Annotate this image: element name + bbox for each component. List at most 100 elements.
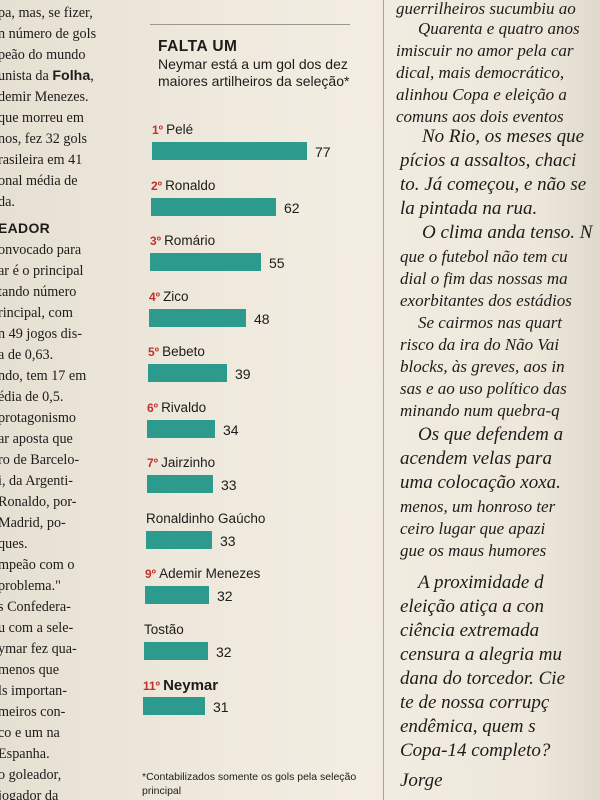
left-text-line: peão do mundo bbox=[0, 47, 86, 63]
goals-bar bbox=[143, 697, 205, 715]
left-text-line: ndo, tem 17 em bbox=[0, 368, 87, 384]
right-text-line: A proximidade d bbox=[418, 572, 544, 593]
goals-value: 32 bbox=[217, 588, 233, 604]
goals-bar bbox=[145, 586, 209, 604]
scorer-row: 6º Rivaldo 34 bbox=[138, 400, 374, 450]
right-text-line: comuns aos dois eventos bbox=[396, 107, 564, 126]
scorer-label: 11º Neymar bbox=[143, 677, 218, 694]
rank-number: 11º bbox=[143, 679, 161, 693]
scorer-label: 9º Ademir Menezes bbox=[145, 566, 260, 581]
left-text-line: o goleador, bbox=[0, 767, 62, 783]
scorer-label: 7º Jairzinho bbox=[147, 455, 215, 470]
goals-value: 33 bbox=[221, 477, 237, 493]
scorer-row: Tostão 32 bbox=[138, 622, 374, 672]
left-text-line: menos que bbox=[0, 662, 60, 678]
rank-number: 6º bbox=[147, 400, 159, 415]
right-text-line: exorbitantes dos estádios bbox=[400, 291, 572, 310]
scorer-label: 1º Pelé bbox=[152, 122, 193, 137]
scorer-row: 5º Bebeto 39 bbox=[138, 344, 374, 394]
left-text-line: unista da Folha, bbox=[0, 68, 94, 84]
left-text-line: problema." bbox=[0, 578, 61, 594]
right-text-line: blocks, às greves, aos in bbox=[400, 357, 565, 376]
scorer-name: Neymar bbox=[163, 677, 219, 694]
left-text-line: rasileira em 41 bbox=[0, 152, 83, 168]
scorer-name: Ademir Menezes bbox=[159, 566, 261, 581]
right-text-line: O clima anda tenso. N bbox=[422, 222, 593, 243]
left-text-line: s Confedera- bbox=[0, 599, 71, 615]
scorer-label: 4º Zico bbox=[149, 289, 189, 304]
scorer-label: 3º Romário bbox=[150, 233, 215, 248]
left-text-line: Espanha. bbox=[0, 746, 50, 762]
right-text-line: la pintada na rua. bbox=[400, 198, 538, 219]
right-text-line: menos, um honroso ter bbox=[400, 497, 556, 516]
right-text-line: imiscuir no amor pela car bbox=[396, 41, 574, 60]
right-text-line: dical, mais democrático, bbox=[396, 63, 565, 82]
scorer-name: Ronaldinho Gaúcho bbox=[146, 510, 266, 526]
column-divider bbox=[383, 0, 384, 800]
right-text-line: risco da ira do Não Vai bbox=[400, 335, 560, 354]
top-rule bbox=[150, 24, 350, 25]
right-text-line: censura a alegria mu bbox=[400, 644, 563, 665]
left-text-line: ls importan- bbox=[0, 683, 67, 699]
left-text-line: i, da Argenti- bbox=[0, 473, 73, 489]
left-text-line: onal média de bbox=[0, 173, 78, 189]
rank-number: 2º bbox=[151, 178, 163, 193]
goals-bar bbox=[149, 308, 246, 327]
right-text-line: dana do torcedor. Cie bbox=[400, 668, 566, 689]
left-text-line: ro de Barcelo- bbox=[0, 452, 80, 468]
right-text-line: alinhou Copa e eleição a bbox=[396, 85, 567, 104]
infographic-subtitle: Neymar está a um gol dos dez maiores art… bbox=[158, 56, 350, 89]
scorer-name: Bebeto bbox=[162, 344, 205, 359]
left-text-line: onvocado para bbox=[0, 242, 82, 258]
left-text-line: ques. bbox=[0, 536, 28, 552]
left-text-line: ar aposta que bbox=[0, 431, 73, 447]
infographic-title: FALTA UM bbox=[158, 38, 238, 55]
right-text-line: Se cairmos nas quart bbox=[418, 313, 563, 332]
scorer-name: Jairzinho bbox=[161, 455, 216, 470]
right-text-line: No Rio, os meses que bbox=[422, 126, 585, 147]
goals-bar bbox=[151, 197, 276, 216]
right-text-line: Jorge bbox=[400, 770, 443, 791]
scorer-label: 2º Ronaldo bbox=[151, 178, 215, 193]
left-text-line: édia de 0,5. bbox=[0, 389, 64, 405]
right-text-line: gue os maus humores bbox=[400, 541, 547, 560]
right-text-line: uma colocação xoxa. bbox=[400, 472, 561, 493]
scorer-row: Ronaldinho Gaúcho 33 bbox=[138, 511, 374, 561]
scorer-name: Ronaldo bbox=[165, 177, 216, 193]
right-text-line: pícios a assaltos, chaci bbox=[400, 150, 577, 171]
goals-value: 34 bbox=[223, 421, 239, 438]
goals-value: 31 bbox=[213, 699, 229, 715]
rank-number: 1º bbox=[152, 123, 164, 137]
goals-bar bbox=[148, 364, 227, 382]
goals-bar bbox=[150, 253, 261, 271]
right-text-line: to. Já começou, e não se bbox=[400, 174, 587, 195]
right-text-line: que o futebol não tem cu bbox=[400, 247, 568, 266]
right-text-line: guerrilheiros sucumbiu ao bbox=[396, 0, 576, 18]
left-text-line: u com a sele- bbox=[0, 620, 74, 636]
scorer-row: 11º Neymar 31 bbox=[138, 677, 374, 727]
scorer-row: 9º Ademir Menezes 32 bbox=[138, 566, 374, 616]
goals-bar bbox=[147, 475, 213, 493]
rank-number: 7º bbox=[147, 456, 159, 470]
goals-value: 77 bbox=[315, 144, 331, 160]
scorer-row: 1º Pelé 77 bbox=[138, 122, 374, 172]
right-text-line: te de nossa corrupç bbox=[400, 692, 550, 713]
top-scorers-infographic: FALTA UM Neymar está a um gol dos dez ma… bbox=[138, 30, 374, 800]
left-text-line: mpeão com o bbox=[0, 557, 75, 573]
left-text-line: co e um na bbox=[0, 725, 60, 741]
left-text-line: pa, mas, se fizer, bbox=[0, 5, 93, 21]
right-text-line: dial o fim das nossas ma bbox=[400, 269, 568, 288]
rank-number: 5º bbox=[148, 345, 160, 359]
scorer-row: 4º Zico 48 bbox=[138, 289, 374, 339]
right-text-line: Quarenta e quatro anos bbox=[418, 19, 580, 38]
right-text-line: ciência extremada bbox=[400, 620, 540, 641]
left-text-line: n número de gols bbox=[0, 26, 97, 42]
scorer-label: Ronaldinho Gaúcho bbox=[146, 511, 265, 526]
goals-bar bbox=[146, 530, 212, 549]
right-text-line: acendem velas para bbox=[400, 448, 552, 469]
goals-value: 62 bbox=[284, 199, 300, 216]
left-text-line: demir Menezes. bbox=[0, 89, 89, 105]
left-section-heading: EADOR bbox=[0, 220, 51, 236]
goals-bar bbox=[152, 142, 307, 160]
